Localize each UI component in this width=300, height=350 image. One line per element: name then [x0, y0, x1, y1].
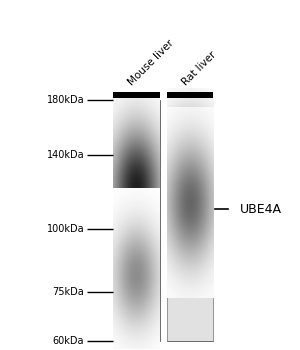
Text: 60kDa: 60kDa	[53, 336, 84, 345]
Text: 180kDa: 180kDa	[47, 95, 84, 105]
Text: Rat liver: Rat liver	[180, 50, 218, 88]
Bar	[113, 100, 160, 341]
Text: 100kDa: 100kDa	[47, 224, 84, 234]
Text: Mouse liver: Mouse liver	[127, 38, 176, 88]
Text: UBE4A: UBE4A	[240, 203, 282, 216]
Bar	[167, 92, 214, 98]
Text: 75kDa: 75kDa	[52, 287, 84, 297]
Bar	[113, 92, 160, 98]
Bar	[167, 100, 214, 341]
Text: 140kDa: 140kDa	[47, 150, 84, 160]
